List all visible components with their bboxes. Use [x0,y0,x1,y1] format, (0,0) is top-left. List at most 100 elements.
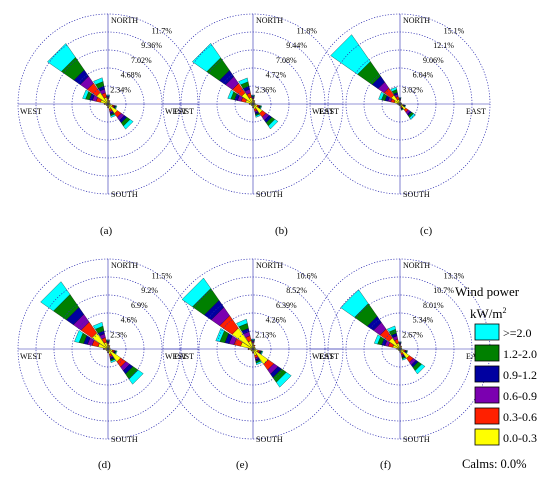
sector-bar [74,330,84,343]
ring-label: 4.72% [266,71,287,80]
sector-bar [340,289,369,318]
sector-bar [373,334,381,345]
ring-label: 5.34% [413,316,434,325]
sector-bar [400,345,403,347]
ring-label: 4.68% [121,71,142,80]
panel-label: (e) [236,459,249,471]
sector-bar [114,105,118,110]
sector-bar [110,114,116,118]
ring-label: 11.8% [297,26,318,35]
direction-label-south: SOUTH [111,190,138,199]
sector-bar [330,34,371,75]
sector-bar [401,108,404,111]
sector-bar [128,369,144,385]
ring-label: 2.36% [255,85,276,94]
ring-label: 9.44% [286,41,307,50]
direction-label-west: WEST [312,352,334,361]
panel-label: (b) [275,225,288,237]
sector-bar [40,281,71,312]
sector-bar [253,344,256,347]
panel-label: (d) [98,459,111,471]
ring-label: 2.67% [402,330,423,339]
direction-label-north: NORTH [111,16,138,25]
legend-swatch [474,323,500,341]
direction-label-south: SOUTH [111,435,138,444]
sector-bar [414,363,426,375]
wind-rose-panel: NORTH EAST SOUTH WEST 2.13% 4.26% 6.39% 8.52% 10… [162,258,344,471]
direction-label-east: EAST [319,352,339,361]
sector-bar [93,77,104,85]
ring-label: 9.2% [141,286,158,295]
wind-rose-panel: NORTH EAST SOUTH WEST 2.34% 4.68% 7.02% 9.36% 11… [17,13,199,237]
direction-label-west: WEST [20,107,42,116]
ring-label: 9.06% [423,56,444,65]
panel-label: (f) [380,459,391,471]
ring-label: 7.08% [276,56,297,65]
legend-label: 1.2-2.0 [503,347,537,361]
legend: Wind power kW/m2 >=2.0 1.2-2.0 0.9-1.2 0.6-… [455,284,537,471]
legend-unit: kW/m2 [470,306,507,321]
legend-label: 0.0-0.3 [503,431,537,445]
direction-label-north: NORTH [403,16,430,25]
ring-label: 6.9% [131,301,148,310]
direction-label-west: WEST [165,107,187,116]
direction-label-north: NORTH [256,16,283,25]
legend-swatch [474,386,500,404]
sector-bar [268,119,279,130]
legend-label: 0.6-0.9 [503,389,537,403]
direction-label-south: SOUTH [256,190,283,199]
wind-rose-panels: NORTH EAST SOUTH WEST 2.34% 4.68% 7.02% 9.36% 11… [17,13,491,471]
ring-label: 10.6% [297,271,318,280]
sector-bar [255,114,261,118]
sector-bar [92,321,104,330]
direction-label-west: WEST [312,107,334,116]
ring-label: 2.3% [110,330,127,339]
ring-label: 6.04% [413,71,434,80]
direction-label-south: SOUTH [256,435,283,444]
direction-label-south: SOUTH [403,435,430,444]
direction-label-south: SOUTH [403,190,430,199]
direction-label-north: NORTH [256,261,283,270]
sector-bar [390,86,397,92]
sector-bar [402,357,407,361]
sector-bar [259,105,263,110]
sector-bar [47,43,76,72]
ring-label: 6.39% [276,301,297,310]
panel-label: (c) [420,225,433,237]
wind-rose-panel: NORTH EAST SOUTH WEST 3.02% 6.04% 9.06% 12.1% 15… [309,13,491,237]
ring-label: 11.7% [152,26,173,35]
direction-label-north: NORTH [403,261,430,270]
sector-bar [115,350,118,355]
sector-bar [181,277,211,307]
sector-bar [236,318,248,327]
sector-bar [404,104,407,108]
sector-bar [215,328,225,342]
sector-bar [192,43,221,72]
sector-bar [378,91,385,101]
legend-swatch [474,365,500,383]
sector-bar [253,100,256,102]
direction-label-east: EAST [319,107,339,116]
sector-bar [108,99,111,102]
ring-label: 13.3% [444,271,465,280]
legend-swatch [474,344,500,362]
sector-bar [108,344,111,347]
sector-bar [110,359,116,364]
ring-label: 2.13% [255,330,276,339]
sector-bar [255,361,262,366]
sector-bar [82,89,89,100]
ring-label: 7.02% [131,56,152,65]
legend-calms: Calms: 0.0% [462,457,527,471]
legend-swatch [474,407,500,425]
sector-bar [276,372,292,388]
legend-title: Wind power [455,284,520,299]
direction-label-east: EAST [466,107,486,116]
sector-bar [238,77,249,85]
ring-label: 12.1% [433,41,454,50]
legend-label: >=2.0 [503,326,532,340]
sector-bar [260,350,264,355]
legend-label: 0.3-0.6 [503,410,537,424]
ring-label: 15.1% [444,26,465,35]
direction-label-east: EAST [174,107,194,116]
